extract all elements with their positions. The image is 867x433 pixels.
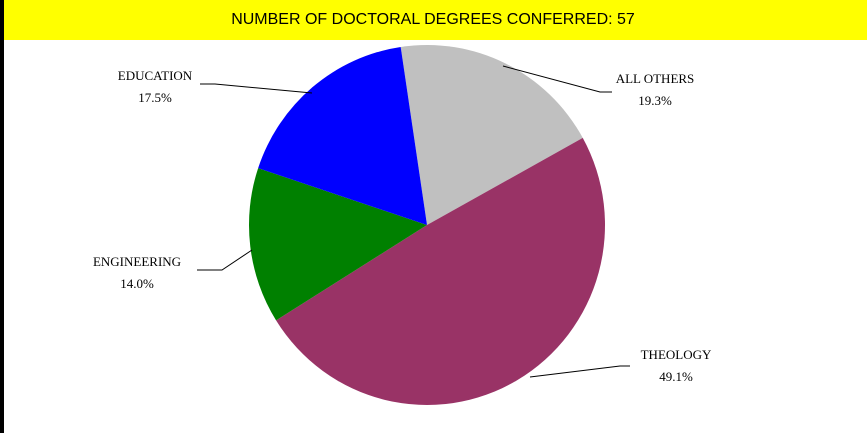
slice-label: ALL OTHERS <box>616 71 695 86</box>
title-bar <box>0 0 867 40</box>
slice-value-label: 14.0% <box>120 276 154 291</box>
pie-slice <box>248 168 427 321</box>
pie-slice <box>400 44 583 225</box>
leader-line <box>529 365 630 378</box>
slice-value-label: 19.3% <box>638 93 672 108</box>
slice-label: ENGINEERING <box>93 254 181 269</box>
slice-value-label: 49.1% <box>659 369 693 384</box>
slice-label: EDUCATION <box>118 68 193 83</box>
pie-slice <box>258 46 427 226</box>
leader-line <box>200 83 313 94</box>
slice-value-label: 17.5% <box>138 90 172 105</box>
leader-line <box>502 65 612 93</box>
left-border <box>0 0 4 433</box>
pie-slice <box>276 137 606 406</box>
leader-line <box>197 249 253 271</box>
slice-label: THEOLOGY <box>641 347 712 362</box>
chart-title: NUMBER OF DOCTORAL DEGREES CONFERRED: 57 <box>231 11 635 28</box>
